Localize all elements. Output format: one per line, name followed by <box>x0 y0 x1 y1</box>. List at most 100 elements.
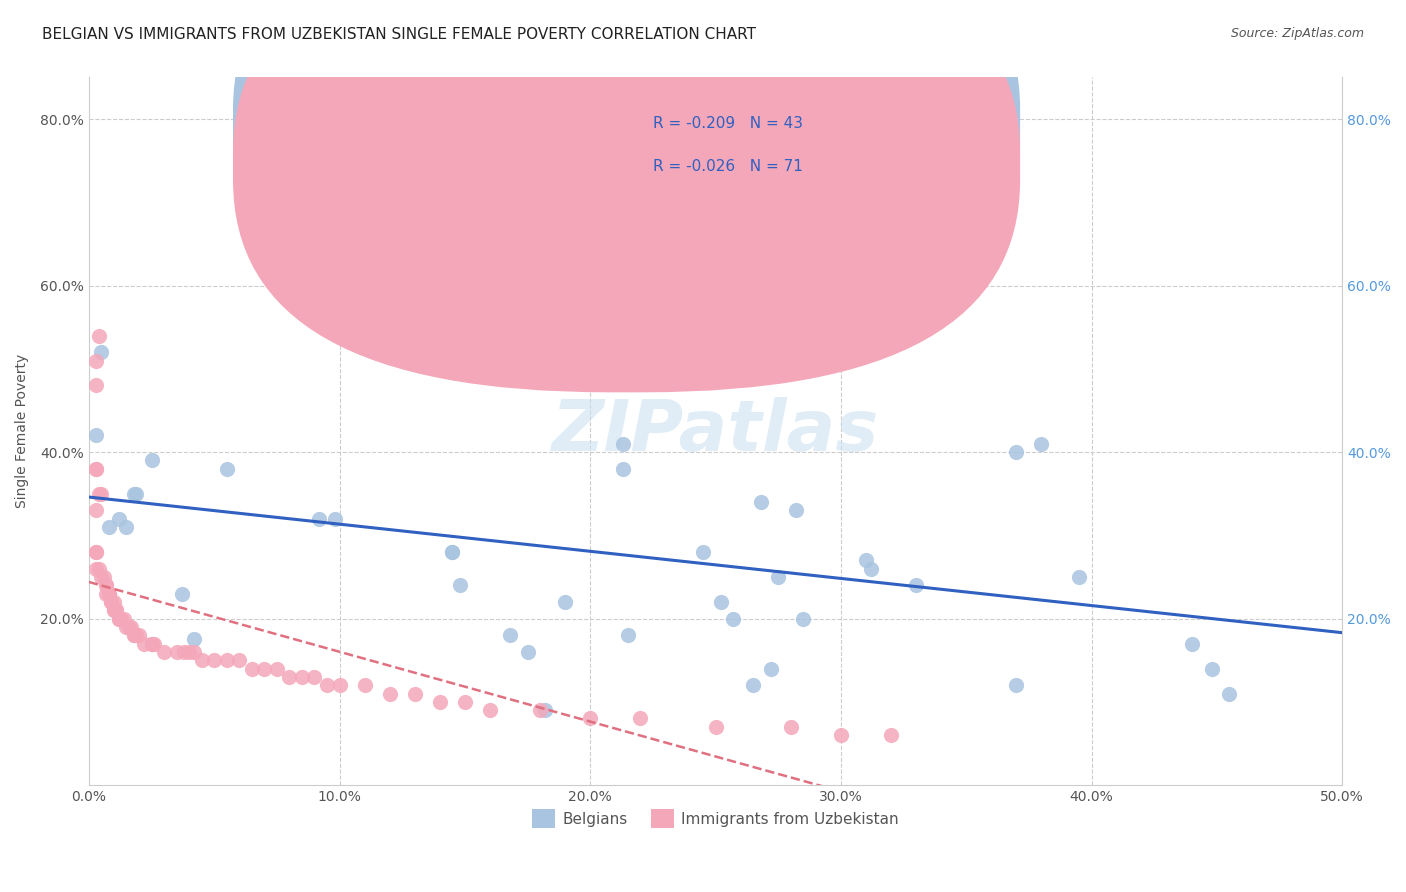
Point <box>742 678 765 692</box>
Point <box>86 428 108 442</box>
Point <box>141 636 163 650</box>
Point <box>86 461 108 475</box>
Point <box>90 486 112 500</box>
Point <box>173 645 195 659</box>
Point <box>328 678 350 692</box>
Point <box>1005 678 1028 692</box>
Point <box>240 661 263 675</box>
FancyBboxPatch shape <box>233 0 1021 392</box>
Point <box>141 453 163 467</box>
Point <box>429 695 451 709</box>
Point <box>103 595 125 609</box>
Point <box>97 520 120 534</box>
Point <box>792 611 814 625</box>
Point <box>86 561 108 575</box>
Point <box>215 461 238 475</box>
Point <box>516 645 538 659</box>
Point <box>628 711 651 725</box>
Point <box>170 586 193 600</box>
Point <box>112 611 135 625</box>
Point <box>179 645 201 659</box>
Point <box>97 586 120 600</box>
FancyBboxPatch shape <box>591 103 953 198</box>
Point <box>454 695 477 709</box>
Point <box>612 436 634 450</box>
Point <box>579 711 602 725</box>
Point <box>253 661 276 675</box>
Point <box>308 511 330 525</box>
Point <box>86 503 108 517</box>
Point <box>100 595 122 609</box>
Point <box>132 636 155 650</box>
Point <box>554 595 576 609</box>
Point <box>96 586 118 600</box>
Point <box>1218 686 1240 700</box>
Point <box>103 603 125 617</box>
Point <box>880 728 903 742</box>
Legend: Belgians, Immigrants from Uzbekistan: Belgians, Immigrants from Uzbekistan <box>526 803 905 834</box>
Point <box>202 653 225 667</box>
Point <box>228 653 250 667</box>
Point <box>183 632 205 647</box>
Point <box>529 703 551 717</box>
Point <box>103 603 125 617</box>
Point <box>709 595 731 609</box>
Point <box>87 561 110 575</box>
Point <box>721 611 744 625</box>
Point <box>143 636 166 650</box>
Point <box>378 686 401 700</box>
Point <box>855 553 877 567</box>
Point <box>1067 570 1090 584</box>
Point <box>122 628 145 642</box>
Point <box>692 545 714 559</box>
Point <box>125 486 148 500</box>
Point <box>122 486 145 500</box>
Point <box>166 645 188 659</box>
Point <box>115 520 138 534</box>
Point <box>190 653 212 667</box>
Point <box>90 570 112 584</box>
Point <box>108 611 131 625</box>
Point <box>1201 661 1223 675</box>
Point <box>87 486 110 500</box>
Point <box>128 628 150 642</box>
Point <box>215 653 238 667</box>
Point <box>449 578 471 592</box>
Point <box>96 578 118 592</box>
Point <box>86 378 108 392</box>
Point <box>86 353 108 368</box>
Point <box>316 678 339 692</box>
Point <box>859 561 882 575</box>
Point <box>441 545 464 559</box>
Point <box>1181 636 1204 650</box>
Text: Source: ZipAtlas.com: Source: ZipAtlas.com <box>1230 27 1364 40</box>
Point <box>90 345 112 359</box>
Point <box>785 503 807 517</box>
Text: R = -0.026   N = 71: R = -0.026 N = 71 <box>652 159 803 174</box>
Point <box>118 620 141 634</box>
FancyBboxPatch shape <box>233 0 1021 350</box>
Point <box>105 603 128 617</box>
Point <box>183 645 205 659</box>
Point <box>87 328 110 343</box>
Point <box>768 570 790 584</box>
Point <box>323 511 346 525</box>
Point <box>441 545 464 559</box>
Text: ZIPatlas: ZIPatlas <box>553 397 879 466</box>
Point <box>291 670 314 684</box>
Point <box>574 112 596 126</box>
Point <box>108 511 131 525</box>
Text: BELGIAN VS IMMIGRANTS FROM UZBEKISTAN SINGLE FEMALE POVERTY CORRELATION CHART: BELGIAN VS IMMIGRANTS FROM UZBEKISTAN SI… <box>42 27 756 42</box>
Point <box>108 611 131 625</box>
Text: R = -0.209   N = 43: R = -0.209 N = 43 <box>652 116 803 131</box>
Point <box>153 645 176 659</box>
Point <box>97 586 120 600</box>
Point <box>141 636 163 650</box>
Point <box>266 661 288 675</box>
Point <box>905 578 928 592</box>
Point <box>779 720 801 734</box>
Point <box>534 703 557 717</box>
Point <box>478 703 501 717</box>
Point <box>759 661 782 675</box>
Point <box>121 620 143 634</box>
